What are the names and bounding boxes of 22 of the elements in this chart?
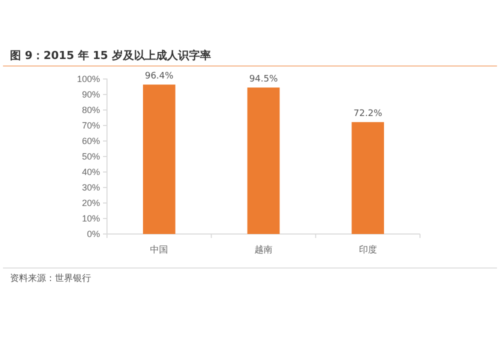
text: 资料来源：世界银行 — [10, 273, 91, 284]
y-tick-label: 20% — [82, 198, 100, 208]
y-tick-label: 0% — [86, 228, 100, 239]
data-label: 96.4% — [144, 72, 174, 82]
y-tick-label: 100% — [76, 74, 100, 84]
y-tick-label: 70% — [82, 120, 100, 130]
data-label: 94.5% — [249, 74, 278, 85]
chart-title: 图 9：2015 年 15 岁及以上成人识字率 — [10, 49, 211, 62]
y-tick-label: 60% — [82, 136, 100, 146]
bar — [247, 88, 280, 234]
bar — [352, 122, 384, 234]
data-label: 72.2% — [354, 109, 383, 120]
y-tick-label: 30% — [82, 182, 100, 192]
y-tick-label: 80% — [82, 104, 100, 115]
x-tick-label: 印度 — [358, 244, 377, 254]
bar — [142, 84, 176, 234]
x-tick-label: 越南 — [254, 244, 272, 254]
y-tick-label: 10% — [82, 213, 100, 224]
y-tick-label: 90% — [82, 89, 100, 100]
y-tick-label: 40% — [82, 166, 100, 177]
y-tick-label: 50% — [82, 151, 100, 162]
x-tick-label: 中国 — [150, 244, 168, 254]
